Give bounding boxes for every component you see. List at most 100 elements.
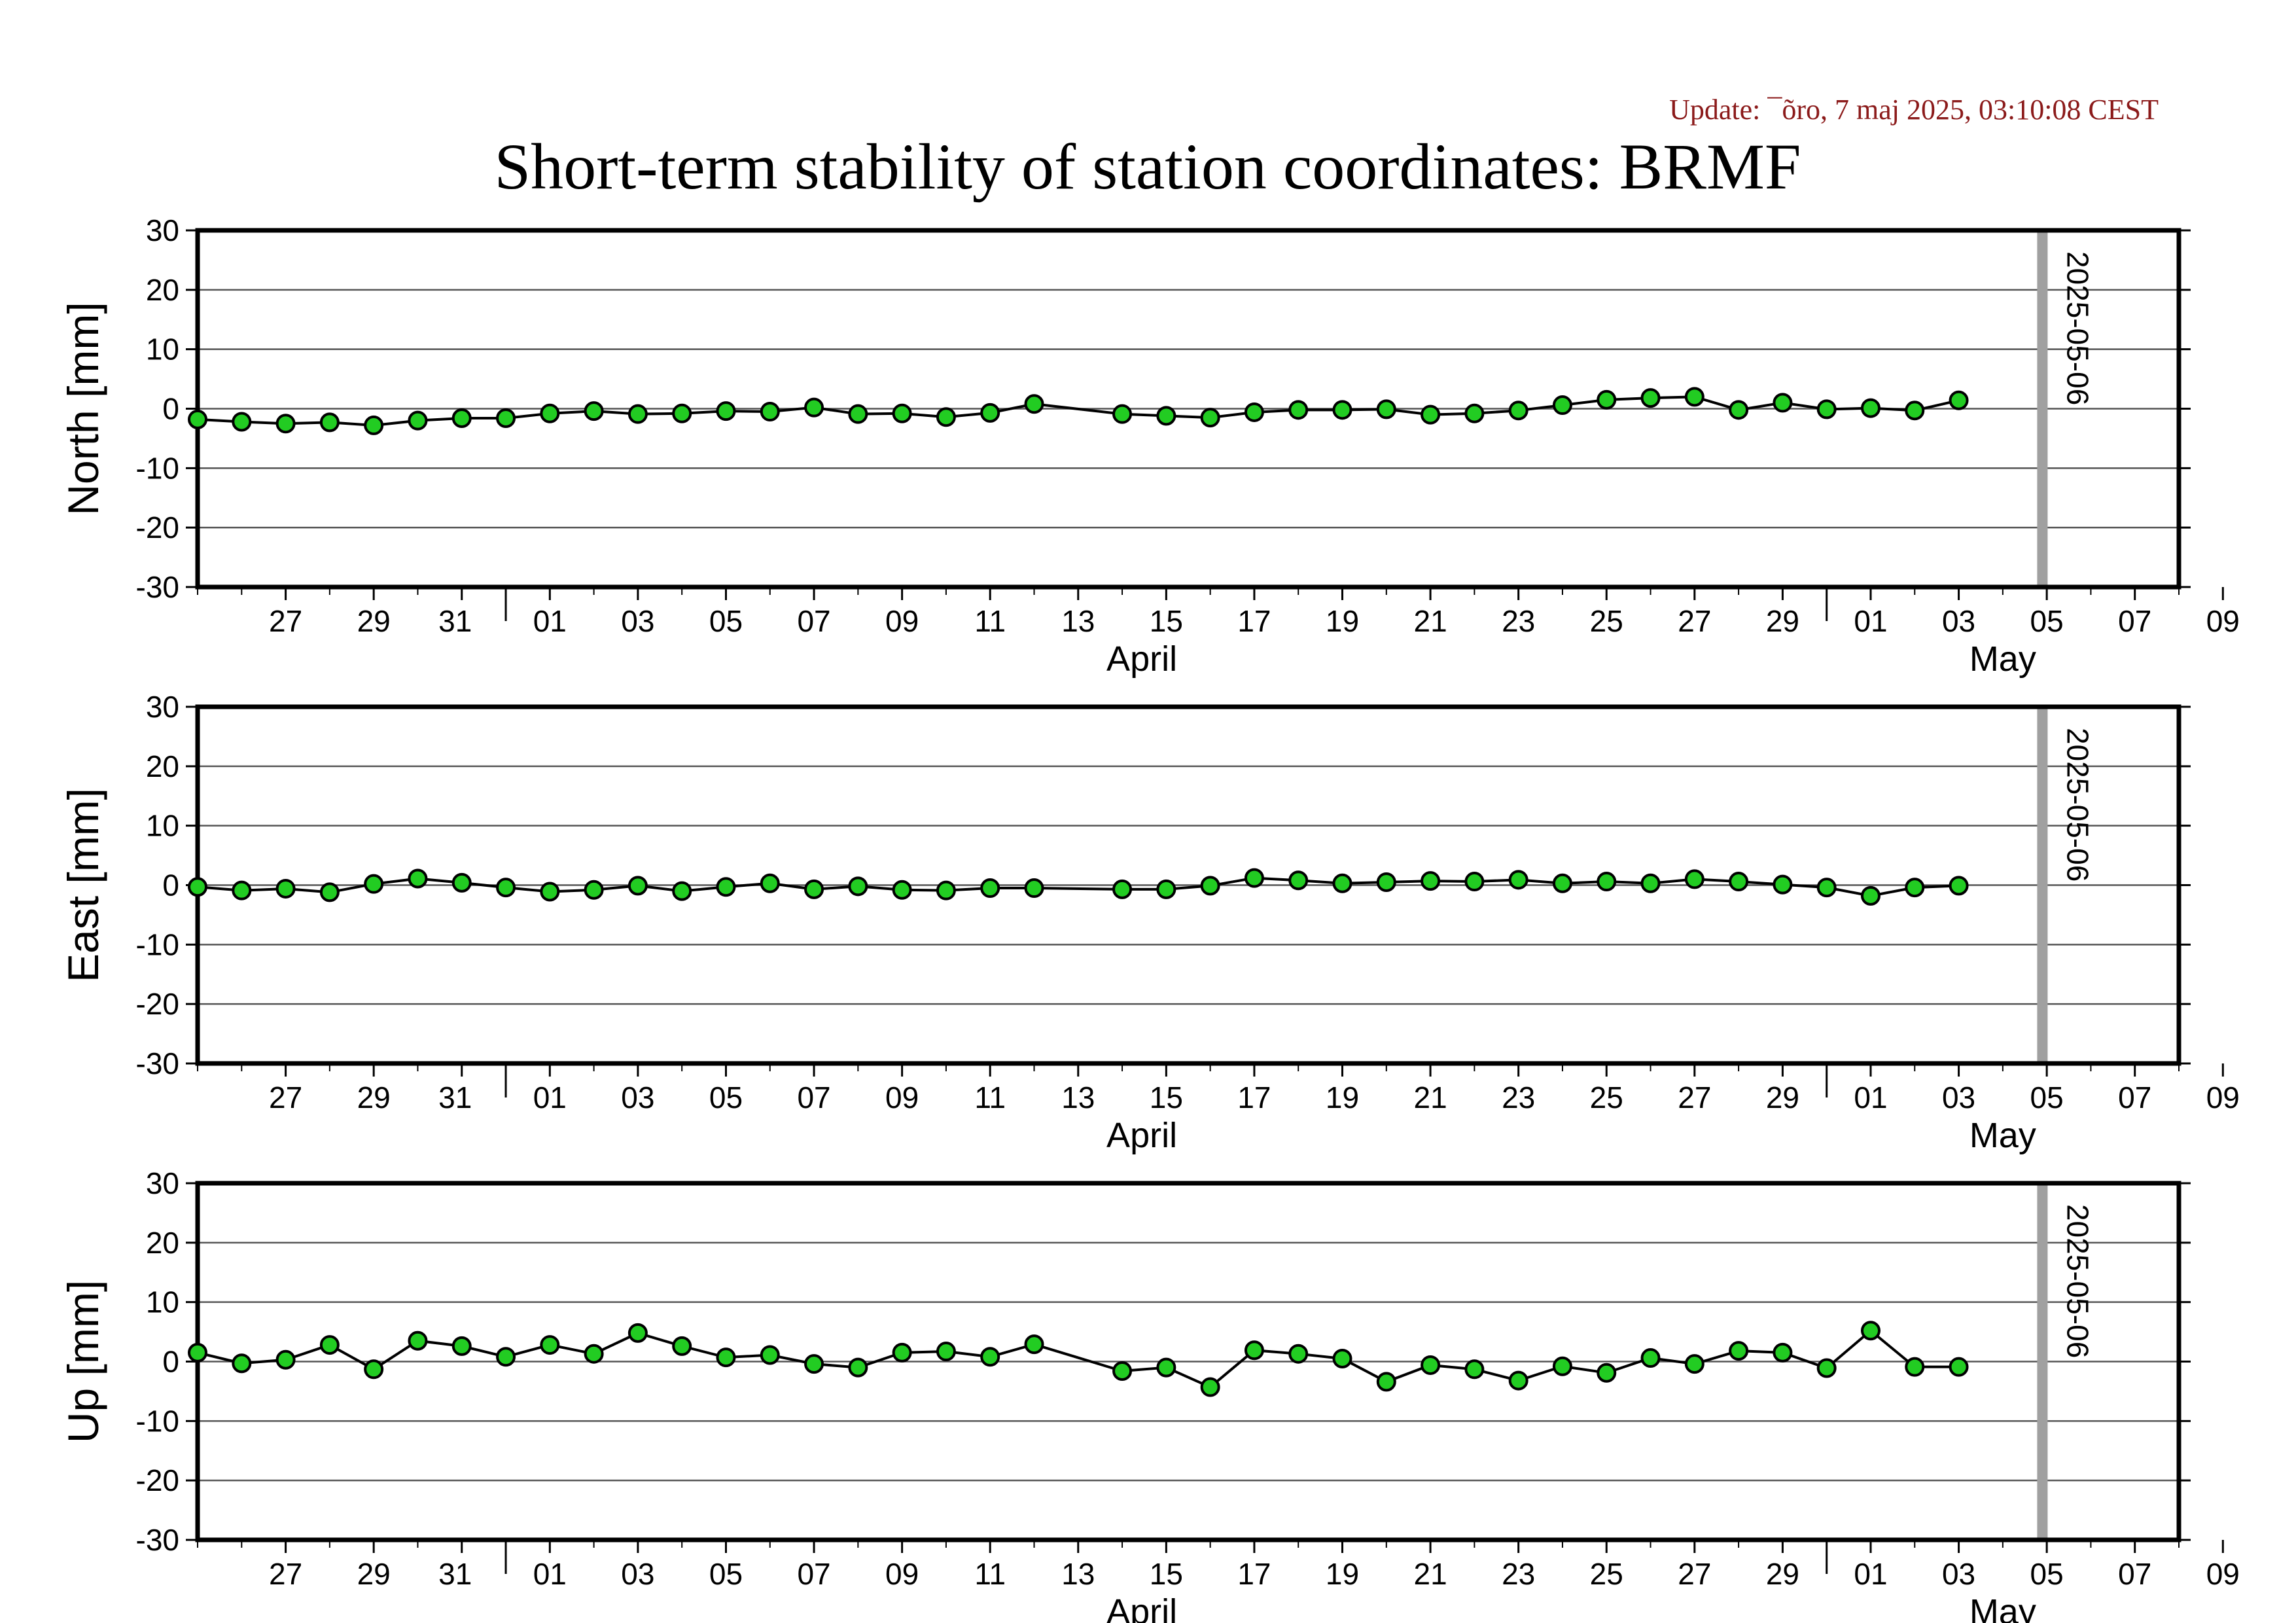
data-point: [1905, 401, 1925, 421]
date-marker-line: [2037, 230, 2048, 587]
data-point: [804, 1354, 824, 1374]
x-tick-label: 03: [1942, 604, 1975, 638]
data-point: [1421, 404, 1441, 425]
data-point: [1729, 1341, 1749, 1361]
x-tick-label: 01: [533, 1557, 567, 1591]
series-line: [197, 876, 1959, 897]
data-point: [760, 1345, 780, 1365]
data-point: [760, 402, 780, 422]
y-tick-label: -10: [136, 451, 179, 485]
data-point: [1112, 1361, 1133, 1382]
x-month-label: April: [1106, 1592, 1177, 1623]
data-point: [627, 876, 648, 896]
x-tick-label: 05: [709, 604, 743, 638]
data-point: [1156, 406, 1176, 426]
data-point: [1773, 1342, 1793, 1363]
y-tick-label: -20: [136, 510, 179, 544]
y-axis-label: North [mm]: [59, 302, 107, 515]
data-point: [408, 1330, 428, 1351]
data-point: [1288, 870, 1309, 891]
data-point: [451, 872, 472, 893]
x-tick-label: 07: [2118, 1080, 2151, 1115]
data-point: [1597, 872, 1617, 892]
x-tick-label: 19: [1326, 1080, 1359, 1115]
data-point: [1640, 873, 1661, 893]
data-point: [892, 880, 912, 900]
data-point: [1024, 394, 1044, 414]
x-tick-label: 05: [2030, 1080, 2064, 1115]
x-tick-label: 03: [621, 1557, 654, 1591]
x-tick-label: 01: [1854, 1557, 1887, 1591]
x-tick-label: 05: [2030, 1557, 2064, 1591]
data-point: [319, 412, 340, 433]
data-point: [1464, 1359, 1485, 1380]
data-point: [672, 1336, 692, 1356]
date-marker-line: [2037, 1183, 2048, 1540]
x-tick-label: 01: [533, 1080, 567, 1115]
date-marker-line: [2037, 707, 2048, 1063]
x-tick-label: 07: [2118, 1557, 2151, 1591]
x-tick-label: 05: [709, 1080, 743, 1115]
x-tick-label: 07: [797, 604, 830, 638]
data-point: [1244, 1340, 1264, 1361]
x-tick-label: 19: [1326, 1557, 1359, 1591]
data-point: [892, 1342, 912, 1363]
data-point: [848, 876, 868, 897]
data-point: [716, 877, 736, 897]
x-tick-label: 17: [1237, 1557, 1271, 1591]
x-tick-label: 27: [1678, 604, 1711, 638]
data-point: [1376, 872, 1396, 892]
data-point: [980, 1347, 1000, 1367]
data-point: [188, 1342, 207, 1363]
data-point: [1597, 389, 1617, 410]
x-tick-label: 03: [621, 604, 654, 638]
x-tick-label: 21: [1414, 1557, 1447, 1591]
x-tick-label: 21: [1414, 604, 1447, 638]
y-axis-label: Up [mm]: [59, 1280, 107, 1443]
x-tick-label: 17: [1237, 604, 1271, 638]
x-tick-label: 07: [797, 1080, 830, 1115]
x-tick-label: 13: [1061, 1557, 1095, 1591]
x-tick-label: 25: [1590, 604, 1623, 638]
data-point: [1112, 404, 1133, 424]
x-tick-label: 29: [1766, 1557, 1799, 1591]
y-tick-label: -20: [136, 987, 179, 1021]
data-point: [1949, 1357, 1969, 1377]
data-point: [1773, 874, 1793, 895]
data-point: [1684, 869, 1704, 889]
data-point: [1024, 1334, 1044, 1355]
data-point: [716, 401, 736, 421]
x-tick-label: 15: [1150, 1557, 1183, 1591]
x-tick-label: 31: [438, 1557, 472, 1591]
data-point: [188, 877, 207, 897]
y-axis-label: East [mm]: [59, 788, 107, 982]
data-point: [496, 408, 516, 429]
data-point: [1729, 400, 1749, 420]
chart-title: Short-term stability of station coordina…: [494, 130, 1801, 203]
data-point: [319, 1335, 340, 1355]
data-point: [1508, 1370, 1528, 1391]
x-tick-label: 21: [1414, 1080, 1447, 1115]
x-tick-label: 29: [1766, 1080, 1799, 1115]
data-point: [627, 404, 648, 424]
data-point: [1200, 876, 1220, 896]
y-tick-label: -30: [136, 1046, 179, 1080]
data-point: [1244, 868, 1264, 888]
x-tick-label: 27: [1678, 1080, 1711, 1115]
data-point: [584, 880, 604, 900]
data-point: [1729, 872, 1749, 892]
data-point: [1156, 879, 1176, 899]
data-point: [496, 878, 516, 898]
x-month-label: April: [1106, 639, 1177, 679]
chart-panel: 2025-05-06 30 20 10 0 -10 -20 -30 East [mm] 27 29 3…: [59, 690, 2240, 1155]
x-tick-label: 19: [1326, 604, 1359, 638]
data-point: [1244, 402, 1264, 422]
x-tick-label: 03: [1942, 1557, 1975, 1591]
x-month-label: April: [1106, 1116, 1177, 1155]
data-point: [1464, 872, 1485, 892]
x-tick-label: 25: [1590, 1557, 1623, 1591]
update-timestamp: Update: ¯õro, 7 maj 2025, 03:10:08 CEST: [1669, 94, 2159, 126]
data-point: [1508, 401, 1528, 421]
data-point: [1949, 390, 1969, 410]
